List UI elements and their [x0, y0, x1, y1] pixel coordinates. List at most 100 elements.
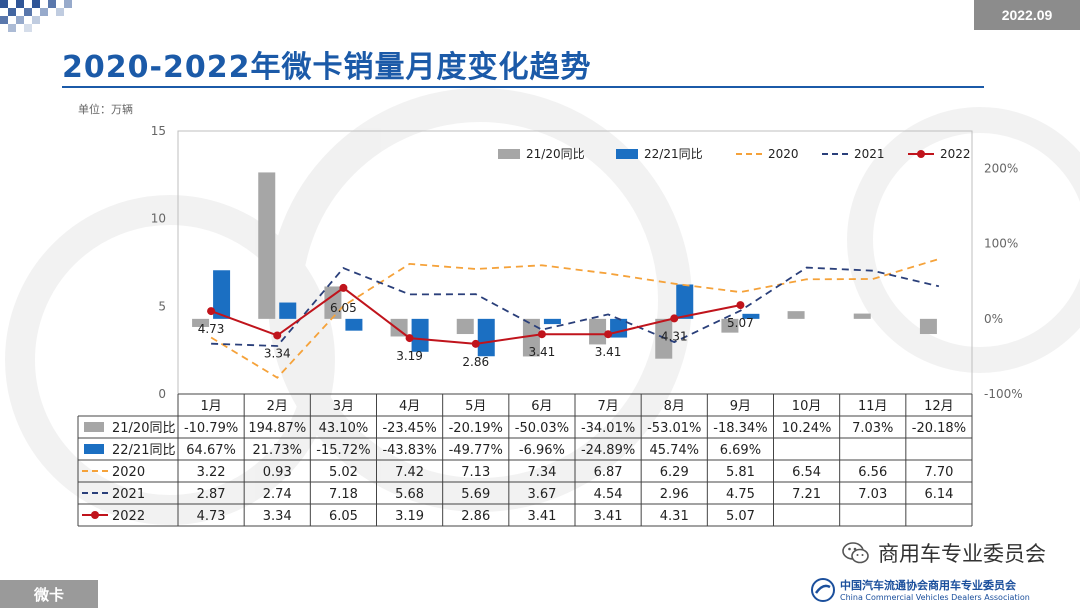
data-label-2022: 2.86 [462, 355, 489, 369]
line-series-2020 [210, 258, 940, 379]
data-label-2022: 3.41 [595, 345, 622, 359]
bar-yoy-21-20 [919, 318, 937, 335]
table-cell: 6.29 [660, 465, 689, 480]
legend-marker [917, 150, 925, 158]
bar-yoy-21-20 [192, 318, 210, 327]
section-label: 微卡 [0, 580, 98, 608]
table-cell: 7.34 [527, 465, 556, 480]
x-tick-label: 7月 [597, 399, 618, 414]
bar-yoy-21-20 [456, 318, 474, 335]
table-cell: 7.42 [395, 465, 424, 480]
line-point-2022 [405, 334, 414, 343]
bar-yoy-22-21 [411, 318, 429, 352]
table-row-label: 2022 [112, 509, 145, 524]
y-right-tick-label: 100% [984, 237, 1018, 251]
table-cell: -43.83% [382, 443, 436, 458]
table-cell: 7.21 [792, 487, 821, 502]
table-cell: 64.67% [186, 443, 236, 458]
bar-yoy-22-21 [610, 318, 628, 338]
table-row-label: 2020 [112, 465, 145, 480]
bar-yoy-21-20 [390, 318, 408, 337]
watermark [5, 88, 1080, 525]
bar-yoy-22-21 [345, 318, 363, 331]
table-row-label: 22/21同比 [112, 443, 175, 458]
legend-swatch [616, 149, 638, 159]
association-name-en: China Commercial Vehicles Dealers Associ… [840, 593, 1030, 602]
data-label-2022: 3.19 [396, 349, 423, 363]
table-cell: -20.18% [912, 421, 966, 436]
legend-label: 2022 [940, 147, 971, 161]
table-cell: 0.93 [263, 465, 292, 480]
table-cell: 6.56 [858, 465, 887, 480]
table-cell: 7.18 [329, 487, 358, 502]
table-cell: 3.41 [594, 509, 623, 524]
table-cell: 6.14 [924, 487, 953, 502]
table-cell: 4.54 [594, 487, 623, 502]
bar-yoy-21-20 [324, 286, 342, 319]
x-tick-label: 1月 [200, 399, 221, 414]
table-cell: 3.22 [197, 465, 226, 480]
line-point-2022 [736, 301, 745, 310]
line-point-2022 [471, 339, 480, 348]
table-cell: 2.87 [197, 487, 226, 502]
x-tick-label: 6月 [531, 399, 552, 414]
table-cell: 2.86 [461, 509, 490, 524]
table-cell: 5.69 [461, 487, 490, 502]
x-tick-label: 3月 [333, 399, 354, 414]
y-left-tick-label: 0 [158, 387, 166, 401]
x-tick-label: 9月 [730, 399, 751, 414]
data-label-2022: 4.73 [198, 322, 225, 336]
bar-yoy-21-20 [721, 318, 739, 333]
legend-label: 22/21同比 [644, 147, 703, 161]
association-logo: 中国汽车流通协会商用车专业委员会 China Commercial Vehicl… [811, 577, 1050, 602]
table-cell: 3.67 [527, 487, 556, 502]
bar-yoy-22-21 [676, 284, 694, 319]
bar-yoy-22-21 [279, 302, 297, 319]
bar-yoy-22-21 [742, 313, 760, 319]
table-cell: -50.03% [515, 421, 569, 436]
table-cell: 3.19 [395, 509, 424, 524]
table-cell: -18.34% [713, 421, 767, 436]
table-cell: 4.31 [660, 509, 689, 524]
table-cell: 7.03% [852, 421, 893, 436]
data-label-2022: 6.05 [330, 301, 357, 315]
table-cell: 5.07 [726, 509, 755, 524]
data-label-2022: 3.41 [529, 345, 556, 359]
bar-yoy-21-20 [787, 311, 805, 319]
table-row-label: 21/20同比 [112, 421, 175, 436]
y-right-tick-label: 0% [984, 312, 1003, 326]
line-point-2022 [604, 330, 613, 339]
table-cell: -15.72% [316, 443, 370, 458]
association-name-cn: 中国汽车流通协会商用车专业委员会 [840, 579, 1016, 592]
table-cell: 5.02 [329, 465, 358, 480]
table-cell: -23.45% [382, 421, 436, 436]
table-cell: -20.19% [449, 421, 503, 436]
bar-yoy-22-21 [477, 318, 495, 357]
data-label-2022: 4.31 [661, 329, 688, 343]
bar-yoy-21-20 [589, 318, 607, 345]
table-cell: 6.69% [720, 443, 761, 458]
table-legend-swatch [84, 444, 104, 454]
x-tick-label: 5月 [465, 399, 486, 414]
table-cell: -34.01% [581, 421, 635, 436]
table-cell: -24.89% [581, 443, 635, 458]
brand-text: 商用车专业委员会 [878, 542, 1046, 566]
x-tick-label: 8月 [664, 399, 685, 414]
table-cell: -53.01% [647, 421, 701, 436]
line-point-2022 [670, 314, 679, 323]
table-cell: 5.68 [395, 487, 424, 502]
bar-yoy-22-21 [543, 318, 561, 325]
table-cell: 194.87% [248, 421, 306, 436]
table-cell: 43.10% [319, 421, 369, 436]
legend-label: 2020 [768, 147, 799, 161]
x-tick-label: 4月 [399, 399, 420, 414]
data-label-2022: 5.07 [727, 316, 754, 330]
table-cell: 4.75 [726, 487, 755, 502]
title-underline [62, 86, 984, 88]
table-row-label: 2021 [112, 487, 145, 502]
table-cell: -6.96% [519, 443, 565, 458]
table-cell: 6.54 [792, 465, 821, 480]
bar-yoy-21-20 [522, 318, 540, 357]
table-cell: -10.79% [184, 421, 238, 436]
legend-swatch [498, 149, 520, 159]
